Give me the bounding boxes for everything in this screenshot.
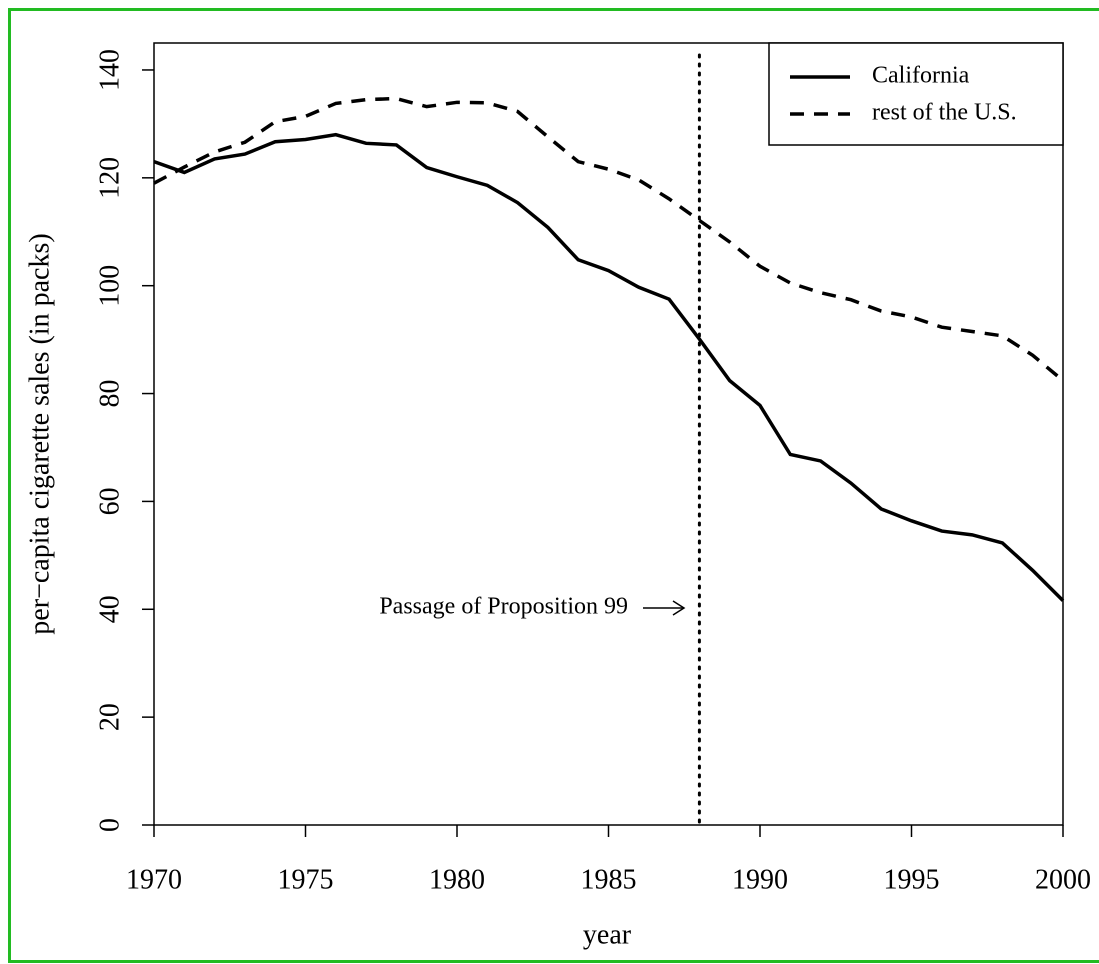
y-tick-label: 0 <box>94 818 125 832</box>
x-tick-label: 1995 <box>884 864 940 895</box>
frame <box>8 8 1099 963</box>
x-tick-label: 1970 <box>126 864 182 895</box>
annotation-arrow-head <box>672 600 686 616</box>
y-tick-label: 100 <box>94 265 125 307</box>
y-tick-label: 20 <box>94 703 125 731</box>
x-tick-label: 1985 <box>581 864 637 895</box>
x-tick-label: 2000 <box>1035 864 1091 895</box>
series-line <box>153 132 1065 602</box>
annotation: Passage of Proposition 99 <box>379 594 628 620</box>
y-tick-label: 140 <box>94 49 125 91</box>
y-axis-label: per−capita cigarette sales (in packs) <box>24 233 55 634</box>
y-tick-label: 40 <box>94 595 125 623</box>
x-axis-label: year <box>583 919 632 950</box>
x-tick-label: 1990 <box>732 864 788 895</box>
y-tick-label: 60 <box>94 487 125 515</box>
x-tick-label: 1975 <box>278 864 334 895</box>
legend-label: rest of the U.S. <box>872 100 1017 126</box>
y-tick-label: 80 <box>94 380 125 408</box>
y-tick-label: 120 <box>94 157 125 199</box>
x-tick-label: 1980 <box>429 864 485 895</box>
legend-label: California <box>872 63 970 89</box>
plot-box <box>153 42 1064 826</box>
legend-box <box>768 42 1064 146</box>
